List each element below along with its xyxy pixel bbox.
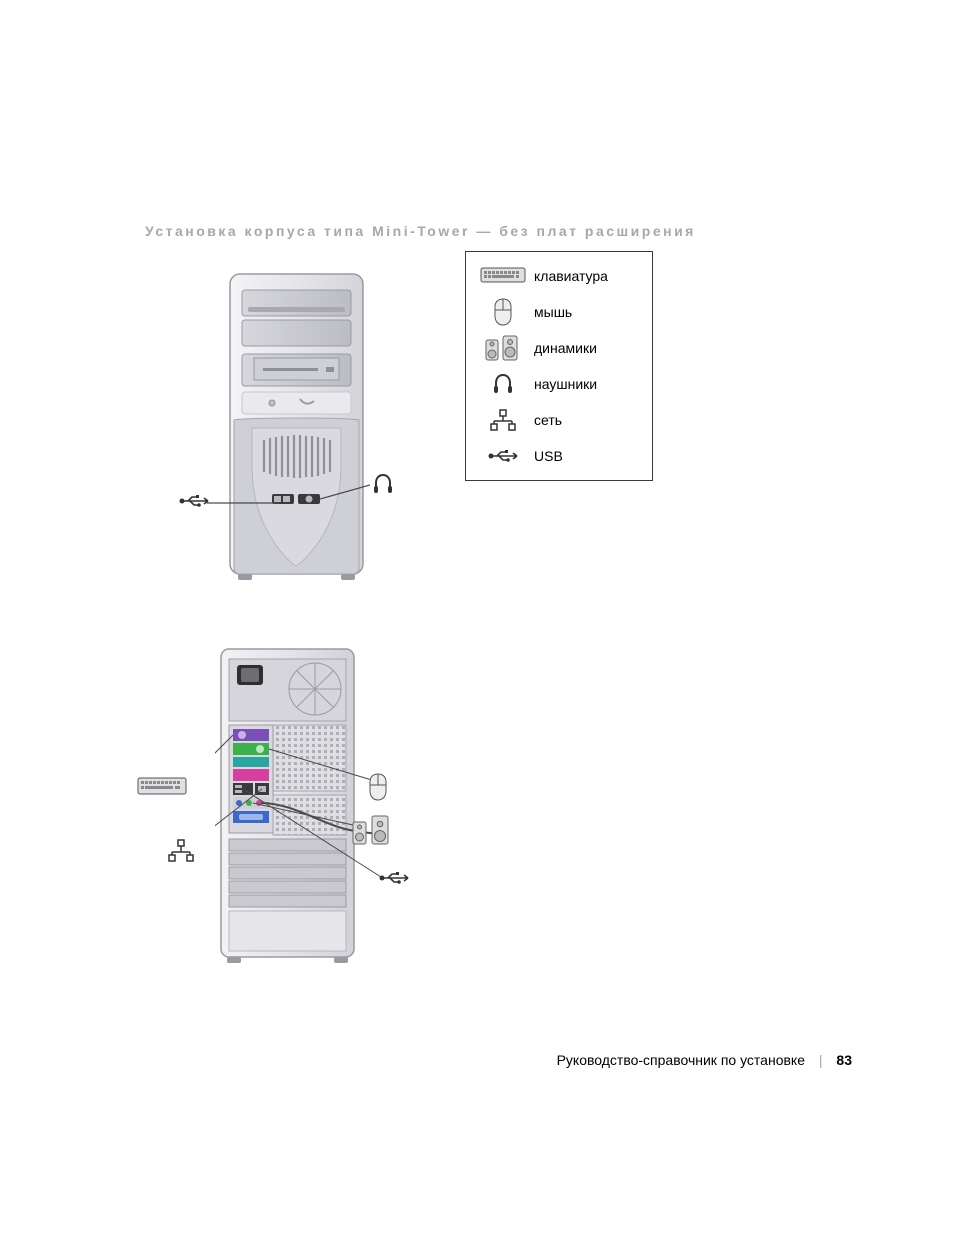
legend-row-usb: USB — [474, 438, 644, 474]
legend-label-headphones: наушники — [532, 376, 597, 392]
rear-usb-callout-icon — [378, 870, 410, 891]
rear-network-callout-icon — [167, 839, 195, 868]
section-heading: Установка корпуса типа Mini-Tower — без … — [145, 223, 696, 239]
legend-label-mouse: мышь — [532, 304, 572, 320]
page-number: 83 — [836, 1052, 852, 1068]
legend-row-speakers: динамики — [474, 330, 644, 366]
legend-label-network: сеть — [532, 412, 562, 428]
front-headphones-callout-line — [320, 481, 369, 499]
rear-keyboard-callout-icon — [137, 774, 187, 803]
headphones-icon — [474, 373, 532, 395]
front-usb-callout-icon — [178, 493, 210, 514]
legend-label-speakers: динамики — [532, 340, 597, 356]
tower-rear-illustration — [215, 647, 352, 959]
page-footer: Руководство-справочник по установке | 83 — [0, 1052, 954, 1068]
rear-mouse-callout-icon — [368, 773, 388, 806]
front-usb-callout-line — [207, 498, 266, 506]
legend-label-usb: USB — [532, 448, 563, 464]
footer-text: Руководство-справочник по установке — [557, 1052, 805, 1068]
tower-front-illustration — [228, 272, 365, 582]
legend-row-headphones: наушники — [474, 366, 644, 402]
legend-row-mouse: мышь — [474, 294, 644, 330]
keyboard-icon — [474, 267, 532, 285]
legend-box: клавиатура мышь — [465, 251, 653, 481]
mouse-icon — [474, 298, 532, 326]
speakers-icon — [474, 334, 532, 362]
footer-separator: | — [809, 1052, 833, 1068]
legend-row-network: сеть — [474, 402, 644, 438]
usb-icon — [474, 448, 532, 464]
front-headphones-callout-icon — [372, 473, 394, 500]
legend-row-keyboard: клавиатура — [474, 258, 644, 294]
legend-label-keyboard: клавиатура — [532, 268, 608, 284]
rear-speakers-callout-icon — [350, 814, 394, 851]
network-icon — [474, 409, 532, 431]
